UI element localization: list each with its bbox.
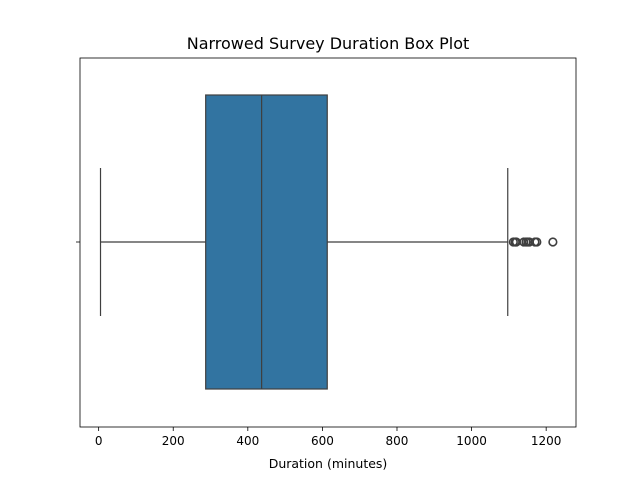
x-tick-label: 1200	[531, 434, 562, 448]
x-tick-label: 800	[386, 434, 409, 448]
x-tick-label: 200	[162, 434, 185, 448]
iqr-box	[205, 94, 328, 390]
x-axis-ticks: 0 200 400 600 800 1000 1200	[95, 427, 562, 448]
outlier-point	[532, 237, 542, 247]
outlier-point	[548, 237, 558, 247]
x-tick-label: 1000	[456, 434, 487, 448]
x-tick-label: 400	[236, 434, 259, 448]
x-tick-label: 0	[95, 434, 103, 448]
box-plot-group	[99, 94, 558, 390]
x-axis-label: Duration (minutes)	[269, 456, 388, 471]
chart-title: Narrowed Survey Duration Box Plot	[187, 34, 470, 53]
plot-area-frame	[79, 57, 577, 428]
x-tick-label: 600	[311, 434, 334, 448]
